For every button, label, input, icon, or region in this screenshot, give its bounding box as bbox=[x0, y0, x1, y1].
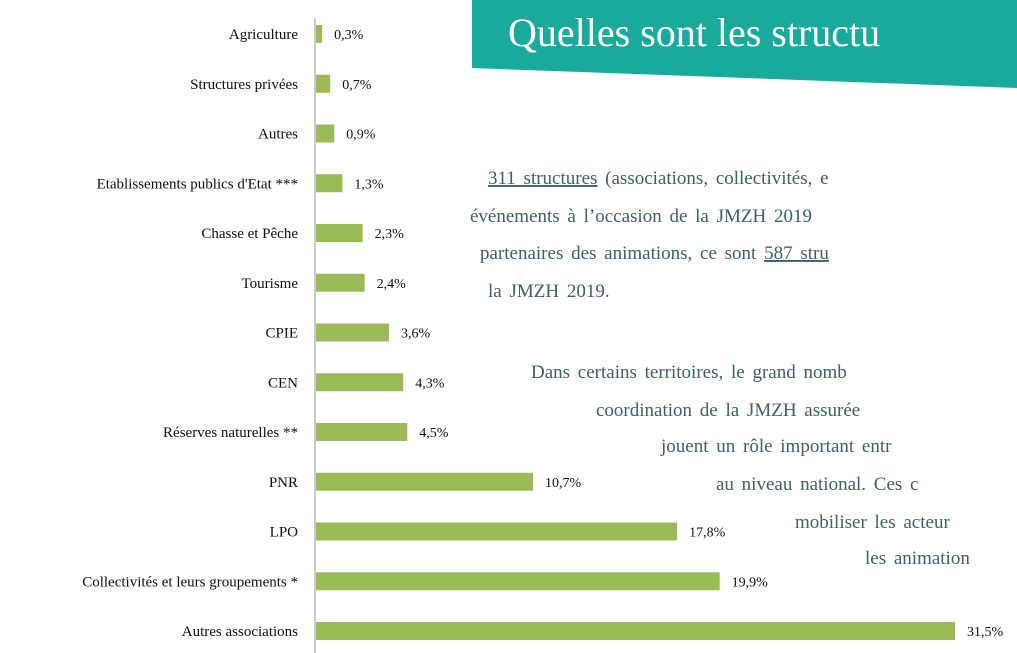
bar bbox=[316, 124, 335, 143]
category-label: Agriculture bbox=[229, 27, 298, 43]
category-label: Chasse et Pêche bbox=[201, 226, 298, 242]
slide-title: Quelles sont les structu bbox=[508, 10, 880, 55]
category-label: CEN bbox=[268, 375, 298, 391]
bar bbox=[316, 174, 343, 193]
value-label: 2,4% bbox=[377, 277, 407, 292]
paragraph-line: 311 structures (associations, collectivi… bbox=[488, 168, 829, 189]
category-label: Autres bbox=[258, 127, 298, 143]
value-label: 31,5% bbox=[967, 625, 1004, 640]
text-span: mobiliser les acteur bbox=[795, 512, 950, 533]
category-label: Tourisme bbox=[242, 276, 299, 292]
bar bbox=[316, 273, 365, 292]
text-span: coordination de la JMZH assurée bbox=[596, 400, 860, 421]
bar bbox=[316, 74, 331, 93]
category-label: Collectivités et leurs groupements * bbox=[82, 574, 298, 590]
paragraph-line: la JMZH 2019. bbox=[488, 281, 610, 302]
bar bbox=[316, 572, 720, 591]
paragraph-line: jouent un rôle important entr bbox=[660, 436, 892, 457]
text-span: 311 structures bbox=[488, 168, 597, 189]
category-label: Réserves naturelles ** bbox=[163, 425, 298, 441]
value-label: 3,6% bbox=[401, 327, 431, 342]
value-label: 0,7% bbox=[342, 78, 372, 93]
value-label: 1,3% bbox=[354, 177, 384, 192]
bar bbox=[316, 522, 678, 541]
paragraph-line: au niveau national. Ces c bbox=[716, 474, 918, 495]
value-label: 0,3% bbox=[334, 28, 364, 43]
value-label: 19,9% bbox=[732, 575, 769, 590]
text-span: (associations, collectivités, e bbox=[597, 168, 828, 189]
text-span: la JMZH 2019. bbox=[488, 281, 610, 302]
text-span: Dans certains territoires, le grand nomb bbox=[531, 362, 847, 383]
paragraph-line: événements à l’occasion de la JMZH 2019 bbox=[470, 206, 812, 227]
bar bbox=[316, 423, 408, 441]
paragraph-line: Dans certains territoires, le grand nomb bbox=[531, 362, 847, 383]
category-label: PNR bbox=[269, 475, 298, 491]
text-span: les animation bbox=[865, 548, 970, 569]
text-span: événements à l’occasion de la JMZH 2019 bbox=[470, 206, 812, 227]
category-label: Etablissements publics d'Etat *** bbox=[97, 176, 298, 192]
value-label: 2,3% bbox=[375, 227, 405, 242]
value-label: 4,3% bbox=[415, 376, 445, 391]
text-span: partenaires des animations, ce sont bbox=[480, 243, 764, 264]
bar bbox=[316, 25, 323, 43]
value-label: 4,5% bbox=[419, 426, 449, 441]
bar bbox=[316, 472, 534, 491]
text-span: au niveau national. Ces c bbox=[716, 474, 918, 495]
bar bbox=[316, 323, 390, 342]
text-span: jouent un rôle important entr bbox=[660, 436, 892, 457]
value-label: 17,8% bbox=[689, 526, 726, 541]
paragraph-line: coordination de la JMZH assurée bbox=[596, 400, 860, 421]
category-label: CPIE bbox=[265, 326, 298, 342]
bar bbox=[316, 622, 955, 640]
paragraph-line: les animation bbox=[865, 548, 970, 569]
category-label: Structures privées bbox=[190, 77, 298, 93]
paragraph-line: mobiliser les acteur bbox=[795, 512, 950, 533]
category-label: Autres associations bbox=[182, 624, 298, 640]
bar bbox=[316, 373, 404, 392]
category-label: LPO bbox=[270, 525, 299, 541]
value-label: 10,7% bbox=[545, 476, 582, 491]
bar bbox=[316, 224, 363, 242]
paragraph-line: partenaires des animations, ce sont 587 … bbox=[480, 243, 829, 264]
text-span: 587 stru bbox=[764, 243, 829, 264]
title-banner bbox=[472, 0, 1017, 88]
value-label: 0,9% bbox=[346, 128, 376, 143]
